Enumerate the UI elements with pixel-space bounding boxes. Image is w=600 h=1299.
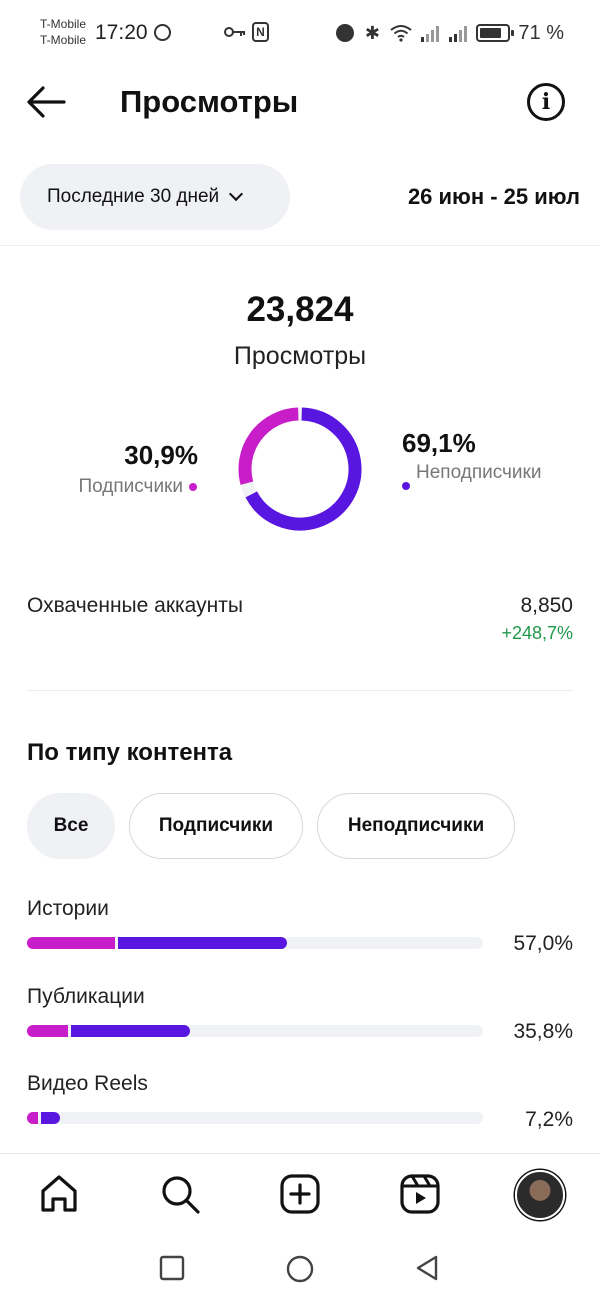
content-row-label: Публикации [27, 985, 145, 1008]
bar-segment-followers [27, 1112, 39, 1124]
content-row-bar [27, 1112, 483, 1124]
home-circle-icon[interactable] [285, 1254, 315, 1284]
back-triangle-icon[interactable] [413, 1254, 441, 1282]
carrier-names: T-Mobile T-Mobile [40, 16, 86, 48]
home-icon[interactable] [37, 1172, 81, 1216]
content-row-bar-fill [27, 937, 287, 949]
date-range-dropdown[interactable]: Последние 30 дней [20, 164, 290, 230]
filter-chip-followers[interactable]: Подписчики [129, 793, 303, 859]
bar-segment-followers [27, 1025, 68, 1037]
non-followers-percent: 69,1% [402, 428, 476, 458]
whatsapp-icon [154, 24, 171, 41]
bar-segment-non-followers [70, 1025, 191, 1037]
carrier-1: T-Mobile [40, 17, 87, 31]
signal-icon-1 [421, 26, 440, 42]
recent-apps-icon[interactable] [158, 1254, 186, 1282]
content-row-bar [27, 1025, 483, 1037]
carrier-2: T-Mobile [40, 33, 87, 47]
create-icon[interactable] [278, 1172, 322, 1216]
content-row-bar [27, 937, 483, 949]
non-followers-label: Неподписчики [416, 462, 542, 483]
content-row-percent: 7,2% [525, 1108, 573, 1131]
views-donut-chart [238, 407, 362, 531]
key-icon [224, 27, 245, 37]
back-arrow-icon[interactable] [26, 84, 66, 120]
alarm-icon [336, 24, 355, 42]
content-row-label: Видео Reels [27, 1072, 148, 1095]
chevron-down-icon [229, 186, 244, 202]
bottom-nav [0, 1154, 600, 1238]
filter-chip-non-followers[interactable]: Неподписчики [317, 793, 515, 859]
profile-avatar[interactable] [515, 1170, 565, 1220]
non-followers-dot [402, 482, 410, 490]
header: Просмотры i [0, 66, 600, 140]
total-views-value: 23,824 [246, 290, 354, 329]
filter-chip-all[interactable]: Все [27, 793, 115, 859]
followers-label: Подписчики [78, 476, 183, 497]
battery-icon [476, 24, 515, 42]
signal-icon-2 [449, 26, 468, 42]
total-views-label: Просмотры [233, 342, 367, 370]
page-title: Просмотры [120, 84, 299, 119]
followers-legend: Подписчики [78, 476, 197, 498]
content-row-label: Истории [27, 897, 109, 920]
followers-dot [189, 483, 197, 491]
divider [27, 690, 573, 691]
bluetooth-icon: ✱ [364, 23, 380, 43]
content-row-percent: 35,8% [513, 1020, 573, 1043]
donut-arc-followers [238, 407, 299, 485]
accounts-reached-change: +248,7% [501, 623, 573, 643]
donut-arc-non-followers [245, 407, 362, 531]
accounts-reached-label: Охваченные аккаунты [27, 594, 243, 617]
divider [0, 1153, 600, 1154]
followers-percent: 30,9% [124, 440, 198, 470]
bar-segment-followers [27, 937, 116, 949]
battery-percent: 71 % [518, 21, 564, 44]
system-nav-bar [0, 1238, 600, 1299]
bar-segment-non-followers [118, 937, 287, 949]
divider [0, 245, 600, 246]
status-bar: T-Mobile T-Mobile 17:20 N ✱ 71 % [0, 0, 600, 66]
search-icon[interactable] [158, 1172, 202, 1216]
reels-icon[interactable] [398, 1172, 442, 1216]
content-row-bar-fill [27, 1112, 60, 1124]
status-time: 17:20 [95, 21, 148, 44]
accounts-reached-value: 8,850 [520, 594, 573, 617]
content-row-percent: 57,0% [513, 932, 573, 955]
non-followers-legend: Неподписчики [402, 462, 552, 490]
content-filter-chips: Все Подписчики Неподписчики [27, 793, 515, 859]
date-range-text: 26 июн - 25 июл [407, 184, 580, 209]
bar-segment-non-followers [41, 1112, 60, 1124]
info-icon[interactable]: i [527, 83, 565, 121]
date-range-label: Последние 30 дней [47, 186, 220, 207]
nfc-icon: N [252, 22, 269, 42]
wifi-icon [390, 25, 413, 42]
content-type-title: По типу контента [27, 739, 233, 766]
content-row-bar-fill [27, 1025, 191, 1037]
